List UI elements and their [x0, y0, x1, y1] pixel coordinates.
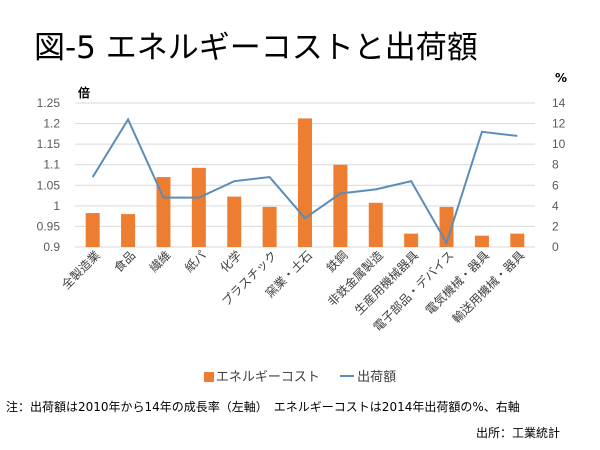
legend-label-shipment: 出荷額 [357, 370, 397, 385]
bar-energy-cost [85, 213, 100, 247]
legend: エネルギーコスト 出荷額 [0, 366, 600, 385]
left-axis-unit: 倍 [78, 85, 90, 100]
category-label: 食品 [111, 248, 139, 276]
category-label: 紙パ [181, 248, 209, 276]
right-tick-label: 12 [552, 117, 566, 131]
chart-title: 図-5 エネルギーコストと出荷額 [34, 30, 478, 66]
category-label: 繊維 [147, 248, 174, 275]
bar-energy-cost [262, 206, 277, 247]
category-label: 化学 [217, 248, 245, 276]
legend-item-energy-cost: エネルギーコスト [203, 366, 320, 385]
bar-series [85, 118, 525, 247]
right-tick-label: 0 [552, 240, 559, 254]
bar-energy-cost [227, 196, 242, 247]
left-tick-label: 1.15 [37, 137, 61, 151]
bar-energy-cost [510, 233, 525, 247]
right-tick-label: 14 [552, 96, 566, 110]
legend-item-shipment: 出荷額 [340, 366, 396, 385]
right-axis-unit: % [555, 71, 567, 85]
right-axis: 14 12 10 8 6 4 2 0 [552, 96, 566, 254]
right-tick-label: 6 [552, 178, 559, 192]
category-label: 電気機械・器具 [422, 248, 492, 318]
legend-line-swatch-icon [340, 375, 355, 377]
source-note: 出所：工業統計 [475, 426, 560, 440]
right-tick-label: 4 [552, 199, 559, 213]
left-tick-label: 1.1 [43, 158, 60, 172]
left-tick-label: 1.25 [37, 96, 61, 110]
right-tick-label: 10 [552, 137, 566, 151]
bar-energy-cost [298, 118, 312, 247]
left-tick-label: 1.2 [43, 117, 60, 131]
bar-energy-cost [191, 167, 206, 247]
left-tick-label: 0.9 [43, 240, 60, 254]
bar-energy-cost [333, 164, 348, 247]
legend-bar-swatch-icon [203, 372, 214, 382]
bar-energy-cost [404, 233, 419, 247]
legend-label-energy-cost: エネルギーコスト [215, 370, 320, 385]
category-label: 鉄鋼 [323, 248, 351, 276]
category-label: 全製造業 [58, 248, 103, 293]
footnote: 注：出荷額は2010年から14年の成長率（左軸） エネルギーコストは2014年出… [6, 400, 520, 414]
bar-energy-cost [121, 214, 136, 247]
left-axis: 1.25 1.2 1.15 1.1 1.05 1 0.95 0.9 [37, 96, 61, 254]
line-series [91, 117, 518, 246]
bar-energy-cost [474, 235, 489, 247]
chart-area: 1.25 1.2 1.15 1.1 1.05 1 0.95 0.9 14 12 10 8 6 4 2 0 全… [37, 71, 567, 335]
left-tick-label: 0.95 [37, 219, 61, 233]
right-tick-label: 2 [552, 219, 559, 233]
bar-energy-cost [368, 202, 383, 247]
category-label: 生産用機械器具 [351, 248, 421, 318]
bar-energy-cost [156, 177, 171, 247]
left-tick-label: 1.05 [37, 178, 61, 192]
right-tick-label: 8 [552, 158, 559, 172]
left-tick-label: 1 [53, 199, 60, 213]
